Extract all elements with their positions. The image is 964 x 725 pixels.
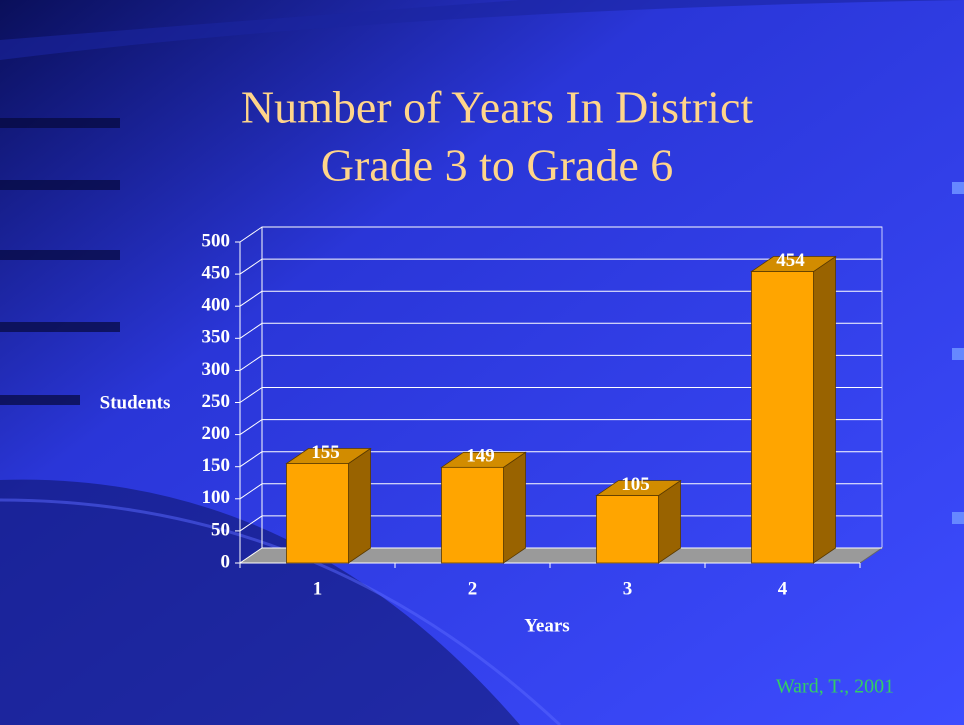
grid-line [239, 290, 263, 307]
y-tick-label: 350 [202, 327, 231, 348]
grid-line [239, 226, 263, 243]
x-tick-label: 2 [468, 578, 478, 599]
grid-line [239, 387, 263, 403]
bar-side [348, 447, 371, 564]
source-note: Ward, T., 2001 [776, 676, 894, 698]
y-tick-label: 500 [202, 230, 231, 251]
x-tick-label: 4 [778, 578, 788, 599]
bar-side [503, 451, 526, 564]
data-label: 105 [621, 474, 650, 495]
y-tick-label: 300 [202, 359, 231, 380]
y-tick-label: 450 [202, 262, 231, 283]
grid-line [239, 483, 263, 500]
stripe [0, 118, 120, 128]
chart-subtitle: Grade 3 to Grade 6 [321, 140, 674, 191]
swoosh [0, 479, 520, 725]
y-axis-label: Students [100, 392, 171, 413]
grid-line [239, 322, 263, 339]
swoosh [0, 0, 964, 60]
grid-line [239, 419, 263, 436]
x-tick-label: 3 [623, 578, 633, 599]
x-tick-label: 1 [313, 578, 323, 599]
chart-title: Number of Years In District [241, 82, 754, 133]
grid-line [239, 258, 263, 275]
stripe [0, 250, 120, 260]
grid-line [239, 547, 263, 564]
stripe [0, 395, 80, 405]
bullet [952, 182, 964, 194]
grid-line [239, 451, 263, 468]
y-tick-label: 150 [202, 455, 231, 476]
data-label: 155 [311, 442, 340, 463]
stripe [0, 180, 120, 190]
bar [286, 463, 349, 564]
x-axis-label: Years [524, 615, 569, 636]
data-label: 454 [776, 250, 805, 271]
grid-line [239, 515, 263, 532]
bar [441, 466, 504, 564]
y-tick-label: 200 [202, 423, 231, 444]
bar [596, 495, 659, 564]
bullet [952, 348, 964, 360]
data-label: 149 [466, 446, 495, 467]
bar-side [813, 255, 836, 564]
bar [751, 271, 814, 564]
y-tick-label: 100 [202, 487, 231, 508]
y-tick-label: 400 [202, 295, 231, 316]
y-tick-label: 0 [221, 551, 231, 572]
grid-line [239, 354, 263, 371]
y-tick-label: 250 [202, 391, 231, 412]
bullet [952, 512, 964, 524]
stripe [0, 322, 120, 332]
y-tick-label: 50 [211, 519, 230, 540]
